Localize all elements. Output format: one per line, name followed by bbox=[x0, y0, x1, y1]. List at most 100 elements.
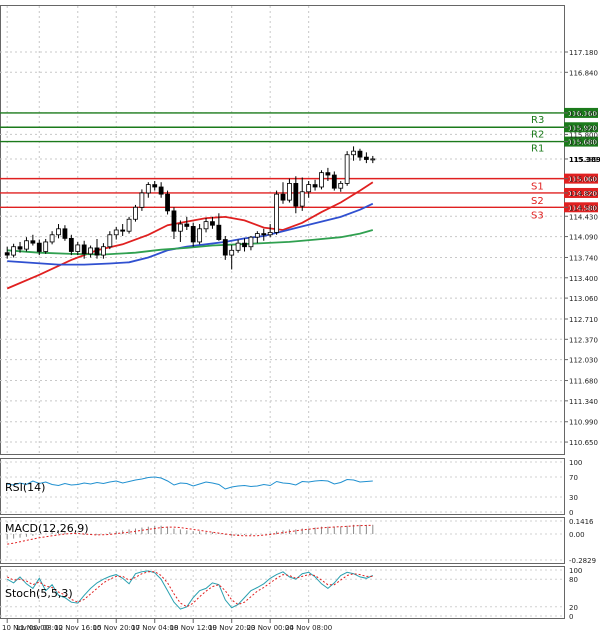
candle-body bbox=[312, 184, 318, 188]
time-tick-label: 24 Nov 08:00 bbox=[285, 624, 332, 632]
price-tick-label: 111.680 bbox=[569, 378, 598, 386]
candle bbox=[351, 146, 356, 161]
candle-body bbox=[299, 191, 305, 207]
level-price-label: 115.920 bbox=[568, 124, 597, 132]
ma-blue bbox=[7, 202, 374, 266]
candle-body bbox=[338, 183, 344, 189]
stoch-label: Stoch(5,5,3) bbox=[5, 587, 73, 600]
candle-body bbox=[56, 228, 61, 236]
candle-body bbox=[94, 247, 100, 256]
candle bbox=[11, 243, 17, 258]
indicator-tick-label: 30 bbox=[569, 494, 578, 502]
candle-body bbox=[184, 223, 190, 227]
candle bbox=[126, 216, 132, 234]
macd-signal-line bbox=[7, 524, 373, 545]
candle-body bbox=[319, 172, 324, 188]
candle-body bbox=[203, 221, 209, 230]
candle bbox=[370, 155, 376, 164]
candle bbox=[210, 216, 215, 229]
candle-body bbox=[242, 242, 247, 248]
price-tick-label: 110.650 bbox=[569, 439, 598, 447]
price-axis: 117.180 116.840 116.160 115.920115.800115.6… bbox=[564, 49, 600, 447]
candle-body bbox=[120, 229, 126, 232]
candle bbox=[133, 204, 138, 222]
rsi-panel-frame bbox=[0, 458, 565, 515]
level-label-r1: R1 bbox=[531, 144, 544, 155]
candle bbox=[158, 182, 164, 198]
candle bbox=[203, 218, 209, 233]
candle-body bbox=[351, 150, 356, 156]
candle bbox=[363, 152, 369, 164]
candle-body bbox=[261, 233, 267, 236]
candle-body bbox=[158, 186, 164, 195]
candle-body bbox=[357, 150, 363, 158]
candle-body bbox=[126, 218, 132, 232]
candle-body bbox=[113, 229, 119, 236]
candle-body bbox=[197, 228, 203, 243]
candle-body bbox=[331, 174, 337, 189]
candle bbox=[94, 238, 100, 259]
candle bbox=[107, 231, 113, 250]
candle-body bbox=[88, 247, 93, 255]
price-tick-label: 111.340 bbox=[569, 398, 598, 406]
macd-plot bbox=[6, 524, 374, 545]
level-label-s2: S2 bbox=[531, 196, 544, 207]
level-price-badge bbox=[564, 173, 598, 184]
candle bbox=[43, 238, 49, 254]
price-tick-label: 116.160 bbox=[569, 110, 598, 118]
price-tick-label: 114.090 bbox=[569, 234, 598, 242]
macd-panel: 0.1416 0.00 -0.2829 MACD(12,26,9) bbox=[0, 517, 596, 565]
indicator-tick-label: 70 bbox=[569, 474, 578, 482]
candle bbox=[184, 216, 190, 230]
candle-body bbox=[280, 193, 286, 201]
candle bbox=[171, 207, 177, 239]
level-price-badge bbox=[564, 202, 598, 213]
level-price-label: 116.160 bbox=[568, 110, 597, 118]
candle-body bbox=[235, 242, 241, 251]
indicator-tick-label: -0.2829 bbox=[569, 557, 596, 565]
time-tick-label: 18 Nov 12:00 bbox=[170, 624, 217, 632]
candle-body bbox=[190, 226, 196, 243]
candle bbox=[88, 245, 93, 258]
candle-body bbox=[139, 192, 145, 208]
candle bbox=[338, 181, 344, 192]
candle-body bbox=[210, 221, 215, 226]
price-tick-label: 113.400 bbox=[569, 275, 598, 283]
level-label-r2: R2 bbox=[531, 129, 544, 140]
current-price-label: 115.389 bbox=[569, 156, 600, 164]
candle-body bbox=[17, 246, 23, 250]
price-tick-label: 112.370 bbox=[569, 336, 598, 344]
candle-body bbox=[24, 240, 29, 250]
candle bbox=[293, 176, 299, 214]
candle-body bbox=[75, 244, 81, 252]
candle bbox=[190, 222, 196, 247]
candle bbox=[344, 151, 350, 186]
candle-body bbox=[43, 241, 49, 252]
price-panel: R3 116.160 R2 115.920 R1 115.680 S1 115.060 S2 11… bbox=[0, 5, 600, 455]
candle bbox=[113, 227, 119, 240]
stoch-plot bbox=[6, 570, 374, 610]
indicator-tick-label: 100 bbox=[569, 459, 582, 467]
indicator-tick-label: 80 bbox=[569, 576, 578, 584]
price-tick-label: 115.680 bbox=[569, 139, 598, 147]
rsi-plot bbox=[7, 476, 373, 490]
level-price-label: 114.820 bbox=[568, 190, 597, 198]
price-tick-label: 114.820 bbox=[569, 190, 598, 198]
candle-body bbox=[363, 156, 369, 160]
indicator-tick-label: 0 bbox=[569, 613, 573, 621]
price-tick-label: 113.060 bbox=[569, 295, 598, 303]
price-tick-label: 115.060 bbox=[569, 176, 598, 184]
candle-body bbox=[62, 228, 68, 239]
candle bbox=[101, 243, 106, 259]
price-tick-label: 110.990 bbox=[569, 419, 598, 427]
price-tick-label: 116.840 bbox=[569, 69, 598, 77]
level-price-badge bbox=[564, 107, 598, 118]
support-resistance-levels: R3 116.160 R2 115.920 R1 115.680 S1 115.060 S2 11… bbox=[0, 107, 598, 221]
candle bbox=[62, 225, 68, 241]
price-tick-label: 114.580 bbox=[569, 204, 598, 212]
candle-body bbox=[229, 249, 235, 256]
price-tick-label: 112.030 bbox=[569, 357, 598, 365]
